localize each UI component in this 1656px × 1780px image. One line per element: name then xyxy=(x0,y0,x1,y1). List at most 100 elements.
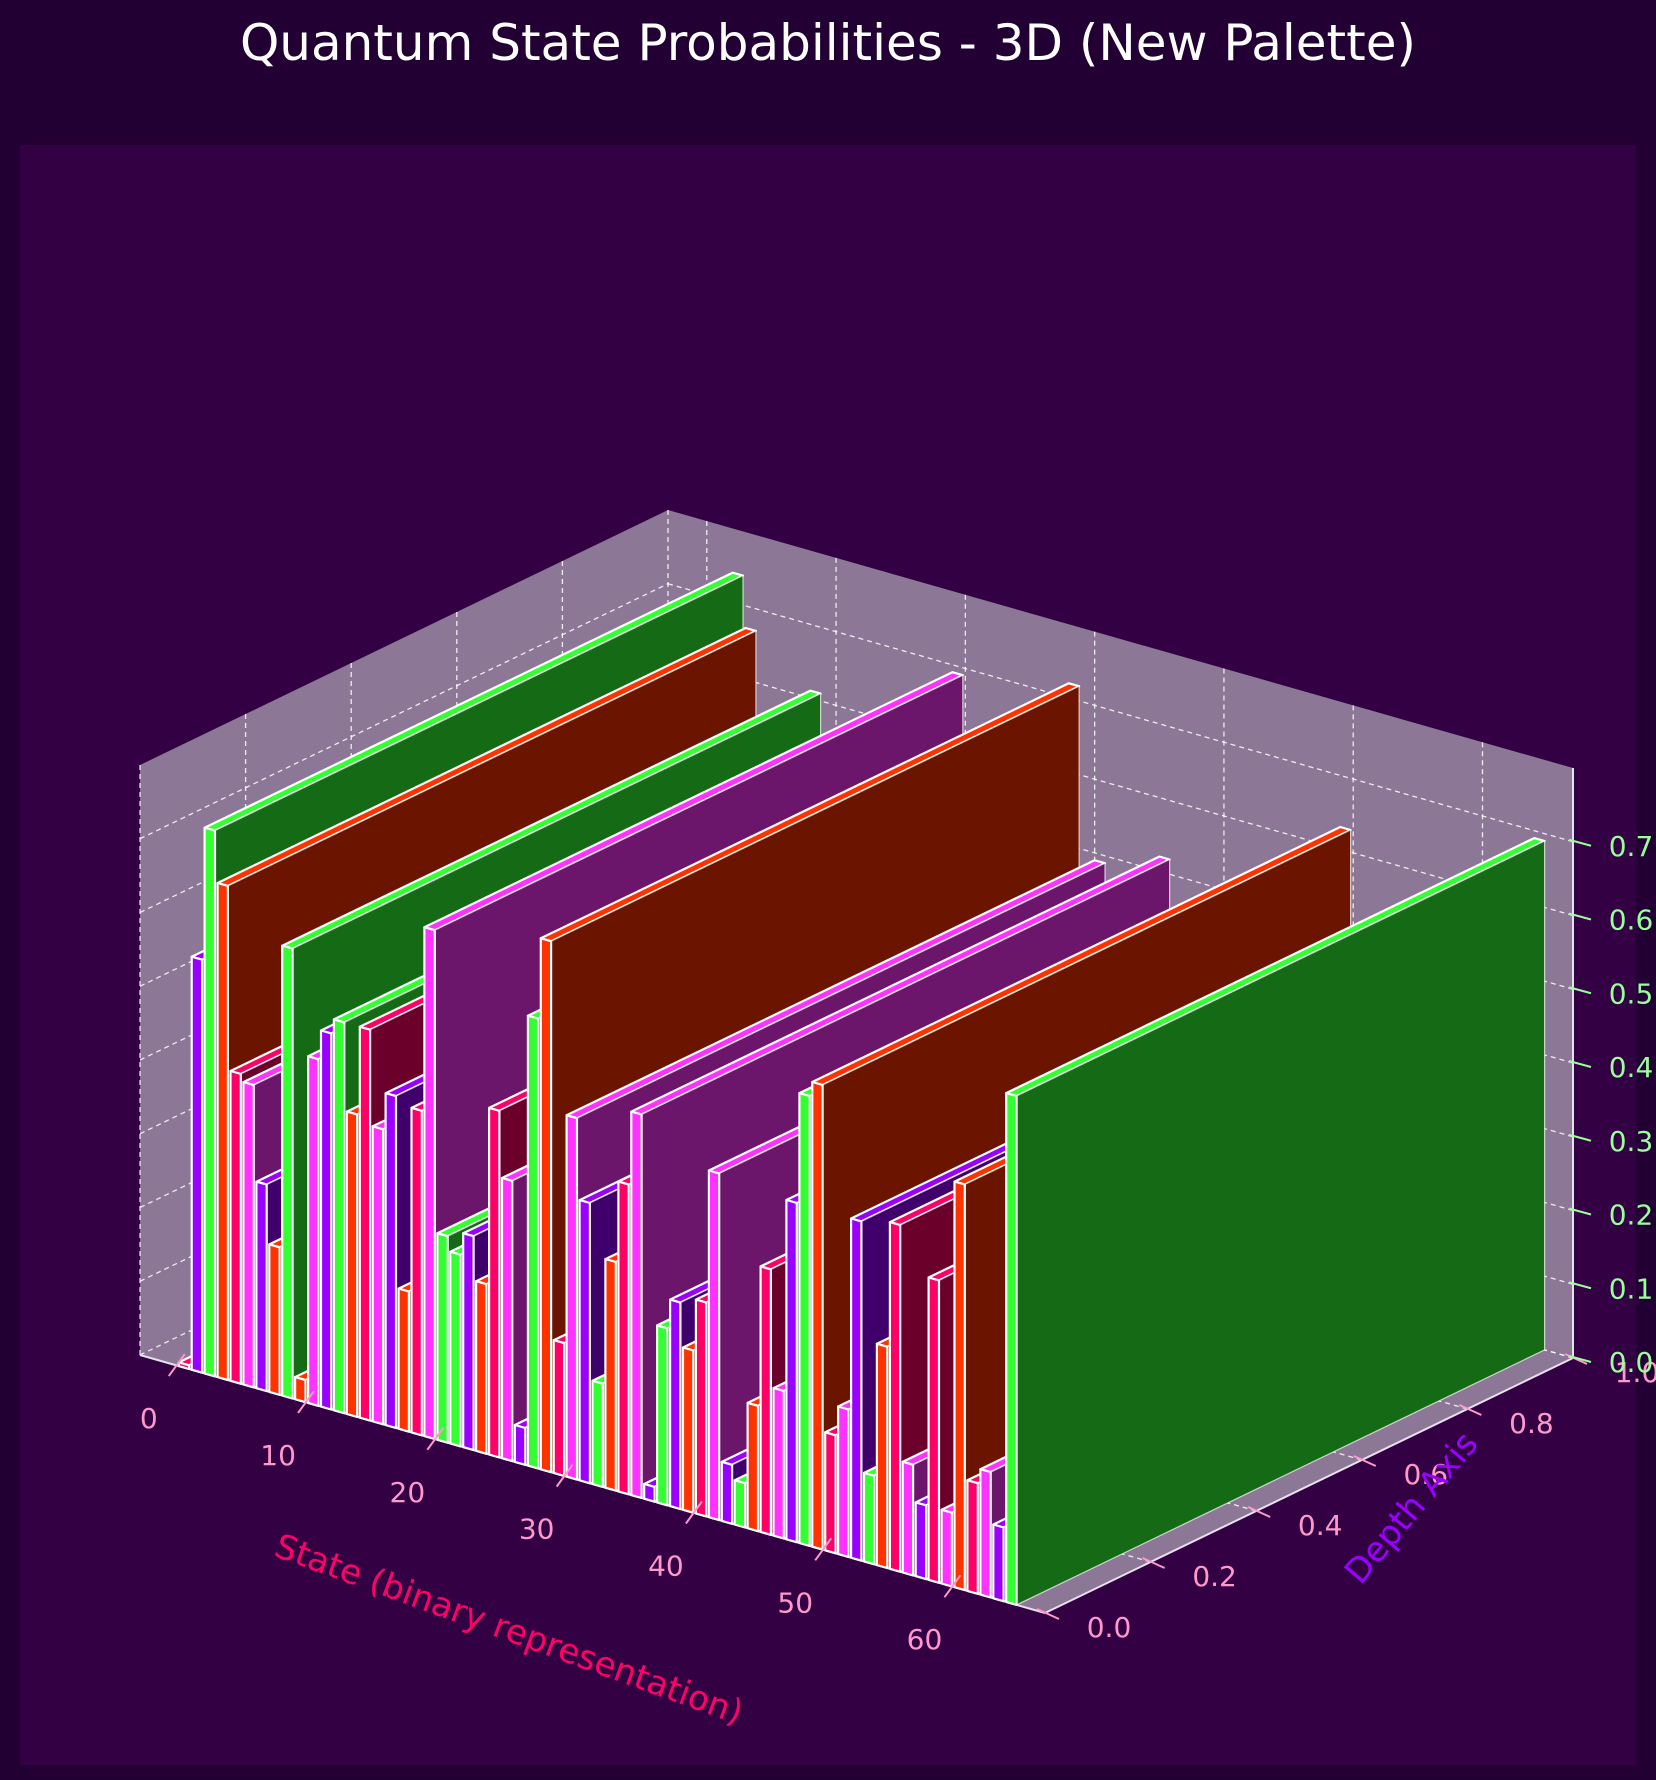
grid-line-z xyxy=(667,583,1574,843)
bars xyxy=(177,571,1546,1607)
bar-front xyxy=(643,1482,656,1503)
bar-front xyxy=(268,1243,281,1396)
bar-front xyxy=(216,881,229,1382)
bar-front xyxy=(927,1276,941,1584)
z-tick-mark xyxy=(1568,1207,1592,1216)
x-tick-mark xyxy=(685,1500,703,1525)
bar-front xyxy=(255,1180,268,1393)
bar-front xyxy=(423,926,436,1441)
z-tick-label: 0.0 xyxy=(1609,1346,1654,1379)
bar-front xyxy=(759,1265,773,1537)
x-tick-label: 0 xyxy=(140,1402,158,1435)
x-tick-mark xyxy=(426,1427,445,1451)
z-tick-label: 0.6 xyxy=(1609,904,1654,937)
y-tick-label: 0.6 xyxy=(1404,1458,1449,1491)
z-tick-mark xyxy=(1568,1133,1592,1142)
bar-front xyxy=(630,1110,643,1500)
bar-front xyxy=(371,1125,385,1426)
bar-front xyxy=(449,1250,462,1448)
bar-front xyxy=(281,944,294,1400)
y-tick-label: 0.8 xyxy=(1509,1407,1554,1440)
bar-front xyxy=(901,1460,915,1577)
chart-title: Quantum State Probabilities - 3D (New Pa… xyxy=(239,14,1417,72)
x-tick-label: 40 xyxy=(648,1549,684,1582)
bar-front xyxy=(617,1180,630,1496)
bar-front xyxy=(242,1080,255,1389)
bar-front xyxy=(798,1091,811,1548)
z-tick-label: 0.7 xyxy=(1609,830,1654,863)
bar-front xyxy=(526,1014,540,1470)
bar-front xyxy=(746,1401,760,1533)
y-tick-mark xyxy=(1036,1608,1060,1620)
x-tick-label: 50 xyxy=(777,1586,813,1619)
y-tick-label: 0.0 xyxy=(1087,1611,1132,1644)
bar-front xyxy=(565,1114,579,1481)
bar-front xyxy=(604,1257,617,1492)
bar-front xyxy=(1005,1091,1018,1607)
z-tick-label: 0.5 xyxy=(1609,977,1654,1010)
bar-front xyxy=(513,1423,527,1466)
bar-front xyxy=(384,1092,398,1430)
bar-front xyxy=(591,1379,604,1489)
y-tick-label: 0.4 xyxy=(1298,1509,1343,1542)
y-tick-mark xyxy=(1564,1353,1588,1365)
bar-front xyxy=(940,1508,954,1588)
bar-front xyxy=(953,1180,966,1592)
x-tick-mark xyxy=(167,1353,186,1377)
bar-front xyxy=(914,1501,928,1581)
y-tick-mark xyxy=(1353,1455,1377,1467)
x-tick-label: 60 xyxy=(907,1623,943,1656)
x-tick-mark xyxy=(943,1574,962,1598)
z-tick-label: 0.2 xyxy=(1609,1199,1654,1232)
bar-front xyxy=(552,1339,566,1478)
bar-front xyxy=(836,1405,850,1559)
bar-front xyxy=(578,1198,592,1485)
x-tick-mark xyxy=(297,1390,315,1414)
bar-front xyxy=(979,1468,992,1599)
y-tick-mark xyxy=(1142,1557,1166,1569)
bar-front xyxy=(862,1471,876,1566)
z-tick-label: 0.3 xyxy=(1609,1125,1654,1158)
bar-front xyxy=(436,1232,449,1444)
x-tick-label: 10 xyxy=(260,1439,296,1472)
bar-front xyxy=(500,1176,514,1463)
bar-front xyxy=(733,1479,747,1529)
bar-front xyxy=(811,1080,824,1551)
bar-front xyxy=(462,1232,475,1452)
bar-front xyxy=(332,1018,346,1415)
bar-front xyxy=(294,1375,307,1404)
bar-front xyxy=(397,1287,410,1433)
bar-front xyxy=(668,1298,682,1511)
grid-line-z xyxy=(139,583,669,840)
bar-front xyxy=(319,1029,333,1411)
bar-front xyxy=(229,1069,242,1385)
z-tick-label: 0.4 xyxy=(1609,1051,1654,1084)
y-tick-mark xyxy=(1458,1404,1482,1416)
x-tick-mark xyxy=(814,1537,833,1561)
z-tick-label: 0.1 xyxy=(1609,1272,1654,1305)
y-tick-label: 1.0 xyxy=(1615,1356,1656,1389)
y-tick-label: 0.2 xyxy=(1192,1560,1237,1593)
bar-front xyxy=(358,1025,372,1422)
bar-front xyxy=(475,1280,488,1455)
z-tick-mark xyxy=(1568,1060,1592,1068)
bar-front xyxy=(190,955,204,1374)
bar-front xyxy=(345,1110,359,1419)
bar-front xyxy=(410,1106,423,1437)
bar-front xyxy=(488,1106,501,1459)
bar-front xyxy=(694,1298,708,1518)
bar-front xyxy=(888,1220,902,1573)
bar-front xyxy=(707,1169,721,1522)
bar-front xyxy=(966,1479,979,1595)
z-tick-mark xyxy=(1568,1355,1592,1363)
bar-front xyxy=(772,1386,785,1540)
bar-front xyxy=(824,1431,837,1555)
x-tick-mark xyxy=(555,1464,574,1488)
bar-front xyxy=(539,937,553,1474)
bar-front xyxy=(720,1460,734,1525)
x-tick-label: 30 xyxy=(519,1513,555,1546)
y-tick-mark xyxy=(1247,1506,1271,1518)
z-tick-mark xyxy=(1568,838,1592,847)
